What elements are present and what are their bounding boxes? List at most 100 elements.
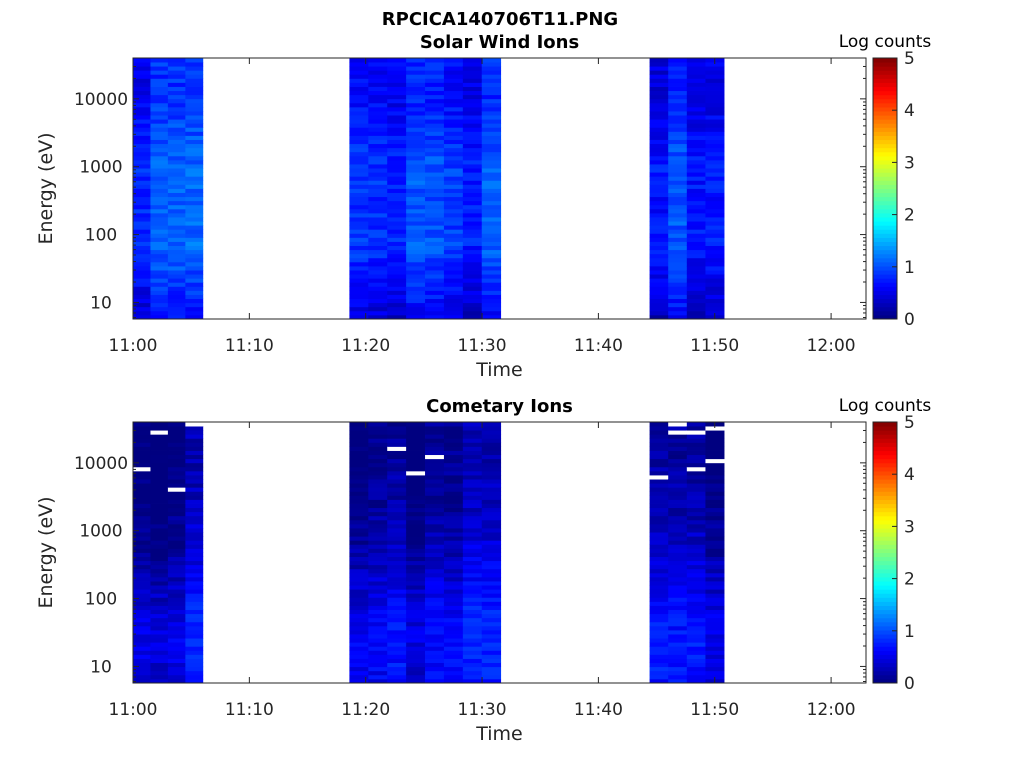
- heatmap-cell: [150, 454, 169, 460]
- heatmap-cell: [185, 196, 204, 202]
- heatmap-cell: [462, 70, 483, 75]
- heatmap-cell: [133, 310, 151, 316]
- heatmap-cell: [133, 127, 151, 132]
- heatmap-cell: [150, 503, 169, 509]
- heatmap-cell: [443, 217, 464, 222]
- heatmap-cell: [443, 629, 464, 635]
- heatmap-cell: [686, 102, 706, 108]
- x-tick-label: 11:10: [225, 700, 274, 720]
- heatmap-cell: [705, 475, 725, 480]
- heatmap-cell: [462, 576, 483, 582]
- heatmap-cell: [686, 249, 706, 255]
- heatmap-cell: [705, 629, 725, 635]
- heatmap-cell: [368, 306, 388, 312]
- heatmap-cell: [150, 499, 169, 504]
- colorbar-segment: [873, 204, 897, 210]
- heatmap-cell: [686, 507, 706, 513]
- colorbar-segment: [873, 233, 897, 238]
- heatmap-cell: [349, 298, 369, 304]
- heatmap-cell: [462, 634, 483, 639]
- heatmap-cell: [462, 589, 483, 594]
- heatmap-cell: [443, 168, 464, 173]
- heatmap-cell: [150, 70, 169, 75]
- heatmap-cell: [368, 70, 388, 75]
- heatmap-cell: [686, 192, 706, 198]
- heatmap-cell: [368, 253, 388, 259]
- heatmap-cell: [443, 302, 464, 308]
- heatmap-cell: [668, 155, 688, 161]
- heatmap-cell: [150, 601, 169, 606]
- heatmap-cell: [668, 572, 688, 578]
- heatmap-cell: [481, 98, 502, 104]
- heatmap-cell: [462, 135, 483, 140]
- heatmap-cell: [649, 143, 669, 149]
- heatmap-cell: [167, 523, 186, 529]
- heatmap-cell: [443, 426, 464, 431]
- y-tick-label: 100: [85, 590, 117, 610]
- heatmap-cell: [406, 253, 426, 259]
- heatmap-cell: [686, 176, 706, 181]
- heatmap-cell: [406, 278, 426, 283]
- heatmap-cell: [185, 560, 204, 566]
- heatmap-cell: [481, 164, 502, 169]
- heatmap-cell: [167, 188, 186, 193]
- colorbar-segment: [873, 82, 897, 88]
- heatmap-cell: [185, 487, 204, 492]
- heatmap-cell: [649, 666, 669, 672]
- heatmap-cell: [443, 208, 464, 214]
- heatmap-cell: [185, 483, 204, 488]
- heatmap-cell: [649, 290, 669, 295]
- heatmap-cell: [705, 491, 725, 496]
- heatmap-cell: [462, 568, 483, 574]
- heatmap-cell: [406, 164, 426, 169]
- colorbar-segment: [873, 593, 897, 598]
- y-tick-label: 1000: [79, 522, 122, 542]
- colorbar-segment: [873, 511, 897, 517]
- heatmap-cell: [462, 475, 483, 480]
- colorbar-segment: [873, 147, 897, 153]
- heatmap-cell: [349, 74, 369, 79]
- heatmap-cell: [686, 601, 706, 606]
- colorbar-segment: [873, 483, 897, 488]
- heatmap-cell: [462, 106, 483, 112]
- heatmap-cell: [481, 678, 502, 684]
- heatmap-cell: [686, 66, 706, 71]
- heatmap-cell: [425, 422, 445, 427]
- heatmap-cell: [185, 111, 204, 116]
- heatmap-cell: [133, 119, 151, 124]
- heatmap-cell: [185, 674, 204, 680]
- heatmap-cell: [368, 86, 388, 92]
- heatmap-cell: [368, 90, 388, 96]
- colorbar-segment: [873, 176, 897, 181]
- heatmap-cell: [406, 658, 426, 664]
- heatmap-cell: [167, 483, 186, 488]
- heatmap-cell: [167, 274, 186, 279]
- heatmap-cell: [425, 225, 445, 230]
- heatmap-cell: [349, 253, 369, 259]
- heatmap-cell: [686, 572, 706, 578]
- heatmap-cell: [387, 155, 407, 161]
- heatmap-cell: [425, 298, 445, 304]
- heatmap-cell: [185, 225, 204, 230]
- heatmap-cell: [425, 581, 445, 586]
- colorbar-segment: [873, 568, 897, 574]
- heatmap-cell: [705, 131, 725, 136]
- heatmap-cell: [443, 454, 464, 460]
- heatmap-cell: [425, 123, 445, 128]
- heatmap-cell: [425, 282, 445, 287]
- heatmap-cell: [686, 625, 706, 631]
- heatmap-cell: [368, 601, 388, 606]
- heatmap-cell: [462, 523, 483, 529]
- colorbar-segment: [873, 621, 897, 627]
- heatmap-cell: [668, 597, 688, 602]
- heatmap-cell: [705, 78, 725, 83]
- heatmap-cell: [406, 422, 426, 427]
- heatmap-cell: [443, 119, 464, 124]
- heatmap-cell: [406, 629, 426, 635]
- heatmap-cell: [462, 511, 483, 517]
- heatmap-cell: [406, 519, 426, 525]
- heatmap-cell: [425, 625, 445, 631]
- heatmap-cell: [368, 466, 388, 472]
- heatmap-cell: [387, 503, 407, 509]
- heatmap-cell: [462, 282, 483, 287]
